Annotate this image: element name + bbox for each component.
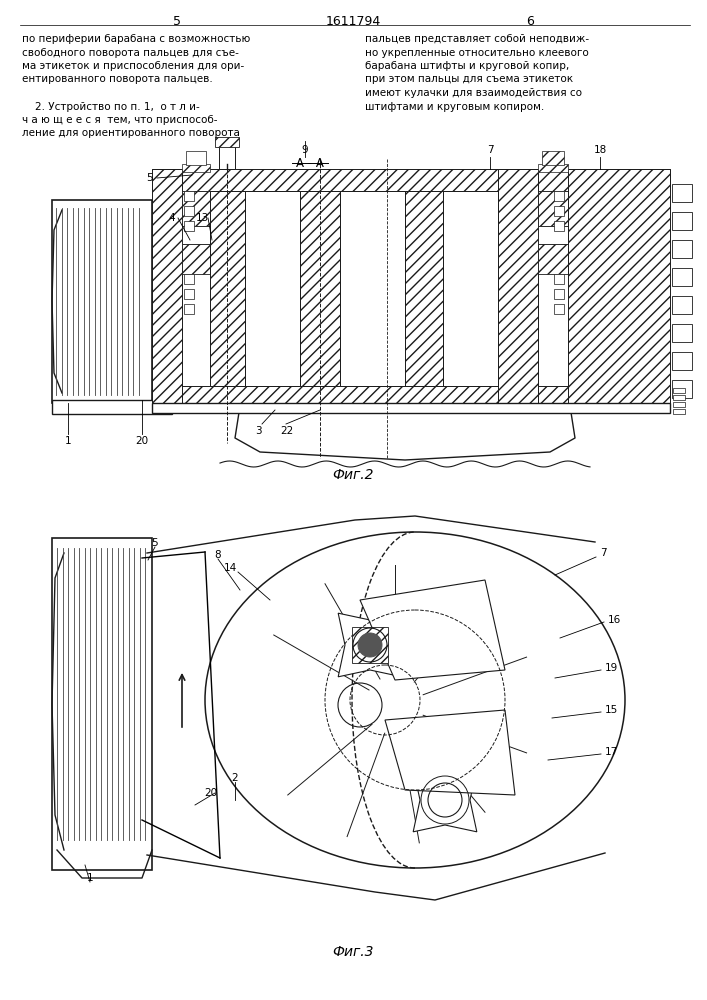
Bar [152,403,670,413]
Bar [184,206,194,216]
Bar [538,191,568,226]
Bar [672,380,692,398]
Bar [554,221,564,231]
Bar [554,274,564,284]
Bar [352,627,388,663]
Text: при этом пальцы для съема этикеток: при этом пальцы для съема этикеток [365,75,573,85]
Text: имеют кулачки для взаимодействия со: имеют кулачки для взаимодействия со [365,88,582,98]
Text: 17: 17 [605,747,618,757]
Bar [182,164,210,172]
Bar [215,137,239,147]
Text: 7: 7 [600,548,607,558]
Bar [182,191,210,226]
Bar [245,191,300,386]
Text: по периферии барабана с возможностью: по периферии барабана с возможностью [22,34,250,44]
Text: пальцев представляет собой неподвиж-: пальцев представляет собой неподвиж- [365,34,589,44]
Text: Фиг.3: Фиг.3 [332,945,374,959]
Polygon shape [413,768,477,832]
Text: 6: 6 [526,15,534,28]
Bar [673,402,685,407]
Bar [52,400,172,414]
Bar [182,226,210,244]
Text: 1: 1 [87,873,93,883]
Text: штифтами и круговым копиром.: штифтами и круговым копиром. [365,102,544,111]
Bar [340,191,405,386]
Bar [219,141,235,169]
Text: но укрепленные относительно клеевого: но укрепленные относительно клеевого [365,47,589,57]
Bar [538,244,568,274]
Text: 1611794: 1611794 [325,15,380,28]
Bar [182,244,210,274]
Circle shape [358,633,382,657]
Bar [673,409,685,414]
Bar [568,169,670,408]
Text: 2. Устройство по п. 1,  о т л и-: 2. Устройство по п. 1, о т л и- [22,102,200,111]
Bar [538,226,568,244]
Text: 14: 14 [223,563,237,573]
Bar [152,386,670,408]
Text: 5: 5 [146,173,153,183]
Bar [152,169,670,191]
Bar [184,274,194,284]
Bar [152,169,182,408]
Text: 3: 3 [255,426,262,436]
Bar [184,289,194,299]
Text: свободного поворота пальцев для съе-: свободного поворота пальцев для съе- [22,47,239,57]
Bar [672,212,692,230]
Bar [542,151,564,165]
Text: 5: 5 [173,15,181,28]
Text: ление для ориентированного поворота: ление для ориентированного поворота [22,128,240,138]
Bar [184,221,194,231]
Text: ма этикеток и приспособления для ори-: ма этикеток и приспособления для ори- [22,61,244,71]
Text: 2: 2 [232,773,238,783]
Bar [672,268,692,286]
Bar [672,352,692,370]
Polygon shape [338,613,402,677]
Text: 19: 19 [605,663,618,673]
Text: А - А: А - А [296,157,324,170]
Bar [554,304,564,314]
Bar [52,200,152,403]
Bar [538,164,568,172]
Bar [498,169,538,408]
Bar [300,191,340,386]
Text: 1: 1 [64,436,71,446]
Text: барабана штифты и круговой копир,: барабана штифты и круговой копир, [365,61,569,71]
Bar [554,289,564,299]
Bar [672,296,692,314]
Text: 22: 22 [280,426,293,436]
Text: ч а ю щ е е с я  тем, что приспособ-: ч а ю щ е е с я тем, что приспособ- [22,115,218,125]
Bar [554,206,564,216]
Bar [554,191,564,201]
Text: ентированного поворота пальцев.: ентированного поворота пальцев. [22,75,213,85]
Text: 4: 4 [168,213,175,223]
Text: 20: 20 [136,436,148,446]
Text: 13: 13 [196,213,209,223]
Text: 20: 20 [204,788,217,798]
Bar [443,191,498,386]
Bar [673,388,685,393]
Text: 16: 16 [608,615,621,625]
Text: 15: 15 [605,705,618,715]
Text: 7: 7 [486,145,493,155]
Bar [52,538,152,870]
Bar [405,191,443,386]
Bar [184,191,194,201]
Bar [672,184,692,202]
Bar [184,304,194,314]
Bar [186,151,206,165]
Bar [673,395,685,400]
Text: Фиг.2: Фиг.2 [332,468,374,482]
Polygon shape [385,710,515,795]
Text: 18: 18 [593,145,607,155]
Text: 8: 8 [215,550,221,560]
Text: 9: 9 [302,145,308,155]
Bar [210,191,245,386]
Bar [672,240,692,258]
Text: 5: 5 [152,538,158,548]
Bar [672,324,692,342]
Polygon shape [360,580,505,680]
